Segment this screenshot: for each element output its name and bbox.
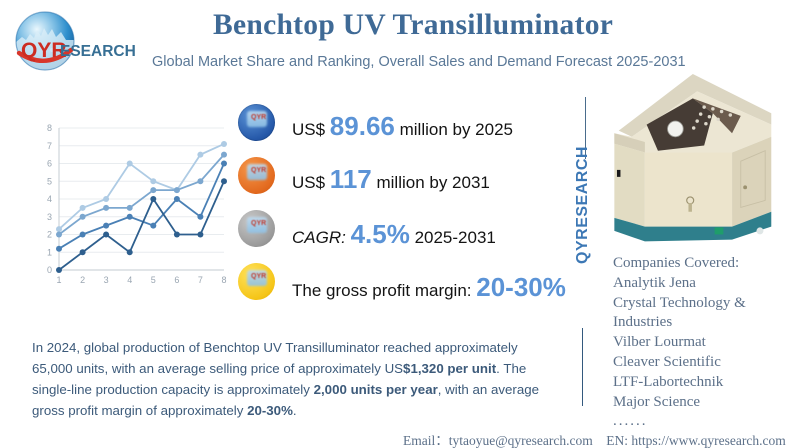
svg-text:7: 7 — [198, 275, 203, 285]
svg-text:ESEARCH: ESEARCH — [60, 43, 136, 60]
svg-text:7: 7 — [47, 141, 52, 151]
svg-text:5: 5 — [47, 176, 52, 186]
svg-text:8: 8 — [47, 123, 52, 133]
svg-text:0: 0 — [47, 265, 52, 275]
svg-text:3: 3 — [104, 275, 109, 285]
svg-text:4: 4 — [127, 275, 132, 285]
svg-text:2: 2 — [47, 230, 52, 240]
svg-text:8: 8 — [221, 275, 226, 285]
svg-text:6: 6 — [47, 159, 52, 169]
svg-text:5: 5 — [151, 275, 156, 285]
svg-text:4: 4 — [47, 194, 52, 204]
svg-text:1: 1 — [47, 247, 52, 257]
svg-text:1: 1 — [56, 275, 61, 285]
svg-text:3: 3 — [47, 212, 52, 222]
svg-text:6: 6 — [174, 275, 179, 285]
svg-text:2: 2 — [80, 275, 85, 285]
